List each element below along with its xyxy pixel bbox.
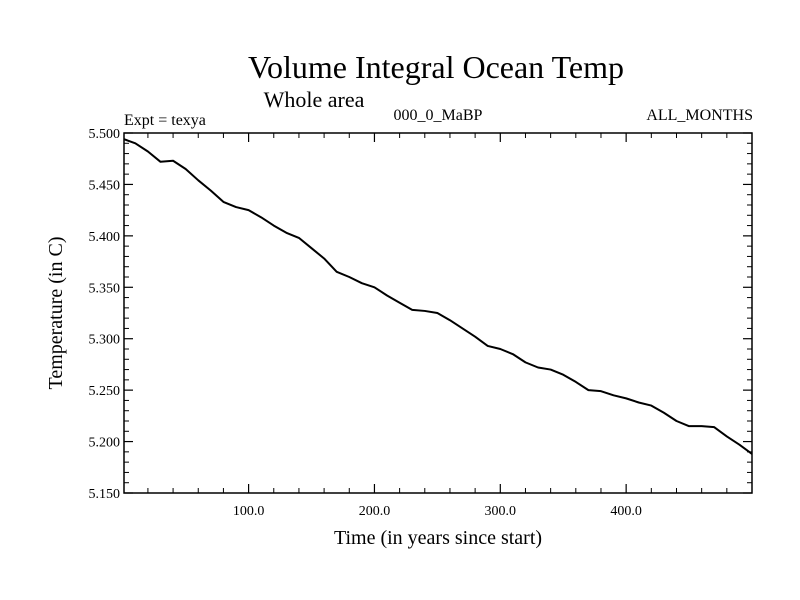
y-tick-label: 5.200 [89, 436, 121, 451]
temperature-series-line [123, 138, 753, 455]
plot-frame [123, 132, 753, 494]
y-tick-label: 5.500 [89, 127, 121, 142]
y-axis-label: Temperature (in C) [45, 237, 67, 390]
y-tick-label: 5.350 [89, 281, 121, 296]
y-tick-label: 5.450 [89, 178, 121, 193]
x-tick-label: 300.0 [485, 504, 517, 519]
months-label: ALL_MONTHS [646, 107, 753, 124]
experiment-label: Expt = texya [124, 112, 206, 129]
period-label: 000_0_MaBP [394, 107, 483, 124]
x-axis-ticks: 100.0 200.0 300.0 400.0 [147, 133, 728, 519]
y-tick-label: 5.400 [89, 230, 121, 245]
y-axis-ticks: 5.150 5.200 5.250 5.300 5.350 5.400 5.450 5.500 [89, 127, 752, 502]
y-tick-label: 5.250 [89, 384, 121, 399]
chart-subtitle: Whole area [264, 87, 365, 112]
x-tick-label: 100.0 [233, 504, 265, 519]
x-tick-label: 400.0 [610, 504, 642, 519]
x-tick-label: 200.0 [359, 504, 391, 519]
y-tick-label: 5.300 [89, 333, 121, 348]
x-axis-label: Time (in years since start) [334, 527, 542, 549]
y-tick-label: 5.150 [89, 487, 121, 502]
chart-title: Volume Integral Ocean Temp [248, 49, 624, 85]
